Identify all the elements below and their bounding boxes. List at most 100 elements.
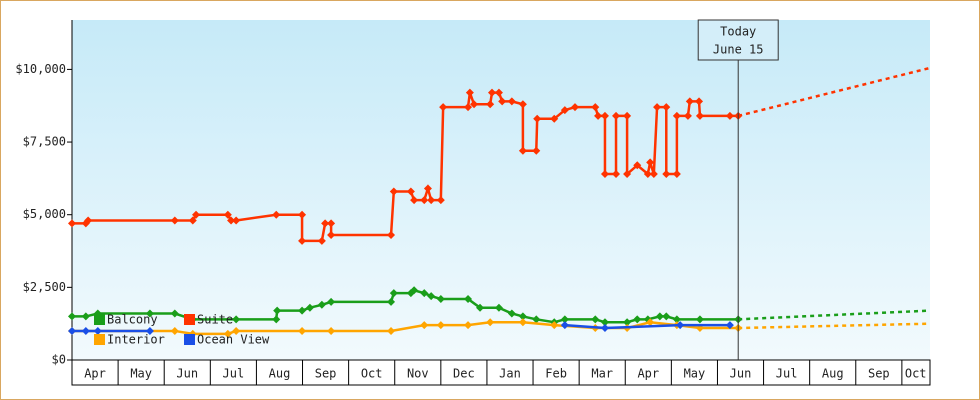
data-point (232, 326, 241, 335)
data-point (321, 219, 330, 228)
data-point (662, 170, 671, 179)
data-point (612, 111, 621, 120)
data-point (427, 292, 436, 301)
data-point (518, 318, 527, 327)
data-point (327, 219, 336, 228)
data-point (550, 114, 559, 123)
data-point (662, 312, 671, 321)
data-point (560, 321, 569, 330)
data-point (725, 321, 734, 330)
data-point (507, 97, 516, 106)
data-point (192, 210, 201, 219)
today-label: Today (720, 25, 756, 39)
today-label: June 15 (713, 43, 764, 57)
legend-swatch (94, 334, 105, 345)
data-point (389, 289, 398, 298)
data-point (646, 158, 655, 167)
data-point (420, 321, 429, 330)
data-point (560, 106, 569, 115)
data-point (591, 315, 600, 324)
y-tick-label: $5,000 (23, 207, 66, 221)
data-point (464, 103, 473, 112)
data-point (327, 297, 336, 306)
data-point (145, 309, 154, 318)
data-point (273, 306, 282, 315)
data-point (486, 100, 495, 109)
data-point (672, 111, 681, 120)
legend-label: Ocean View (197, 333, 270, 347)
data-point (662, 103, 671, 112)
data-point (84, 216, 93, 225)
x-tick-label: Apr (84, 367, 106, 381)
x-tick-label: Jun (176, 367, 198, 381)
data-point (317, 300, 326, 309)
data-point (389, 187, 398, 196)
data-point (533, 114, 542, 123)
data-point (68, 219, 76, 228)
data-point (649, 170, 658, 179)
data-point (410, 286, 419, 295)
data-point (600, 170, 609, 179)
x-tick-label: May (130, 367, 152, 381)
data-point (81, 312, 90, 321)
data-point (387, 297, 396, 306)
data-point (317, 236, 326, 245)
data-point (725, 111, 734, 120)
x-tick-label: Sep (868, 367, 890, 381)
data-point (600, 324, 609, 333)
data-point (93, 326, 102, 335)
data-point (488, 88, 497, 97)
data-point (507, 309, 516, 318)
x-tick-label: Dec (453, 367, 475, 381)
forecast-line (737, 66, 931, 118)
data-point (298, 306, 307, 315)
data-point (683, 111, 692, 120)
data-point (439, 103, 448, 112)
data-point (232, 315, 241, 324)
data-point (406, 187, 415, 196)
x-tick-label: Oct (361, 367, 383, 381)
data-point (486, 318, 495, 327)
data-point (685, 97, 694, 106)
data-point (676, 321, 685, 330)
data-point (170, 309, 179, 318)
data-point (423, 184, 432, 193)
data-point (655, 312, 664, 321)
data-point (646, 318, 655, 327)
x-tick-label: Jul (776, 367, 798, 381)
x-tick-label: Nov (407, 367, 429, 381)
data-point (643, 170, 652, 179)
data-point (223, 210, 232, 219)
x-tick-label: Mar (591, 367, 613, 381)
data-point (420, 196, 429, 205)
data-point (600, 111, 609, 120)
data-point (436, 196, 445, 205)
data-point (232, 216, 241, 225)
y-tick-label: $7,500 (23, 135, 66, 149)
data-point (387, 326, 396, 335)
data-point (476, 303, 485, 312)
data-point (600, 318, 609, 327)
data-point (623, 318, 632, 327)
data-point (188, 216, 197, 225)
data-point (612, 170, 621, 179)
x-tick-label: Feb (545, 367, 567, 381)
data-point (298, 326, 307, 335)
data-point (672, 315, 681, 324)
data-point (672, 170, 681, 179)
data-point (550, 321, 559, 330)
data-point (227, 216, 236, 225)
data-point (81, 326, 90, 335)
data-point (653, 103, 662, 112)
data-point (633, 161, 642, 170)
data-point (420, 289, 429, 298)
x-tick-label: Aug (269, 367, 291, 381)
x-tick-label: Apr (637, 367, 659, 381)
data-point (170, 216, 179, 225)
data-point (633, 315, 642, 324)
data-point (591, 103, 600, 112)
data-point (695, 315, 704, 324)
x-tick-label: Jul (223, 367, 245, 381)
